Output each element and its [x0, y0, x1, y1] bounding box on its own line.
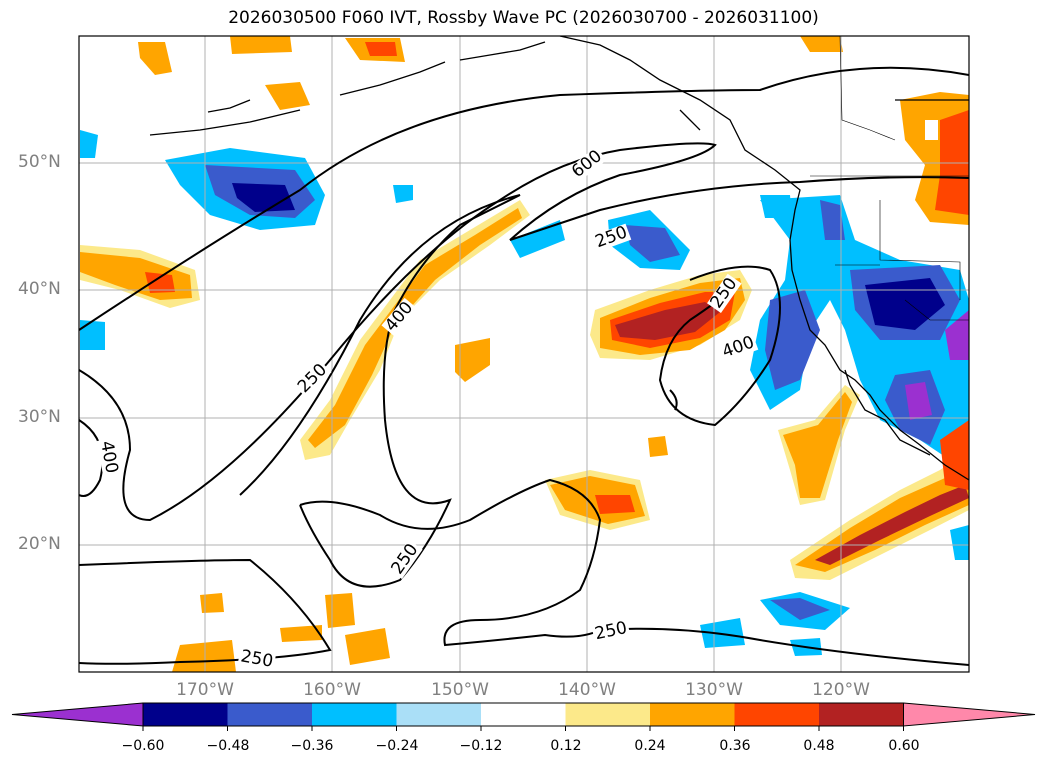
colorbar-segment [481, 703, 566, 726]
negative-anomaly-region [945, 310, 969, 360]
colorbar-segment [227, 703, 313, 726]
positive-anomaly-region [145, 272, 175, 293]
positive-anomaly-region [615, 302, 720, 340]
shaded-field [80, 36, 969, 672]
negative-anomaly-region [232, 183, 295, 212]
positive-anomaly-region [325, 593, 355, 628]
positive-anomaly-region [365, 42, 397, 56]
negative-anomaly-region [770, 598, 830, 620]
positive-anomaly-region [138, 42, 172, 75]
lat-label: 20°N [18, 534, 61, 554]
lon-label: 160°W [303, 680, 361, 700]
negative-anomaly-region [80, 130, 98, 158]
graticule [79, 36, 969, 672]
positive-anomaly-region [230, 36, 292, 54]
positive-anomaly-region [455, 338, 490, 382]
colorbar-segment [650, 703, 735, 726]
positive-anomaly-region [200, 593, 224, 613]
colorbar-extend-high [903, 702, 1036, 727]
colorbar-tick-label: 0.24 [634, 738, 666, 754]
contour-labels: 600 400 250 250 250 400 250 400 250 250 [96, 146, 759, 672]
positive-anomaly-region [925, 120, 938, 140]
colorbar-tick-label: −0.24 [375, 738, 419, 754]
colorbar-tick-label: 0.48 [803, 738, 835, 754]
positive-anomaly-region [308, 208, 522, 448]
contour-label: 250 [593, 618, 629, 644]
colorbar-tick-label: 0.60 [888, 738, 920, 754]
negative-anomaly-region [625, 225, 680, 262]
contour-label: 400 [96, 439, 121, 474]
colorbar-tick-label: −0.12 [459, 738, 503, 754]
colorbar-tick-label: −0.36 [290, 738, 334, 754]
colorbar-frame [142, 702, 904, 727]
contour-label: 600 [568, 146, 606, 182]
contour-label: 400 [720, 332, 757, 362]
positive-anomaly-region [280, 625, 322, 642]
positive-anomaly-region [172, 640, 236, 672]
lat-label: 50°N [18, 152, 61, 172]
colorbar-tick-label: −0.48 [206, 738, 250, 754]
colorbar-tick-label: 0.12 [550, 738, 582, 754]
colorbar-tick-label: 0.36 [719, 738, 751, 754]
colorbar-segment [565, 703, 651, 726]
colorbar-segment [819, 703, 904, 726]
positive-anomaly-region [265, 82, 310, 110]
contour-label: 250 [239, 646, 274, 671]
political-borders [810, 36, 969, 321]
positive-anomaly-region [800, 36, 843, 52]
positive-anomaly-region [345, 628, 390, 665]
lat-label: 30°N [18, 407, 61, 427]
negative-anomaly-region [820, 200, 845, 240]
colorbar-segment [312, 703, 397, 726]
coastlines [149, 36, 969, 481]
lon-label: 120°W [812, 680, 870, 700]
lon-label: 140°W [558, 680, 616, 700]
colorbar-tick-label: −0.60 [121, 738, 165, 754]
colorbar-segment [143, 703, 228, 726]
negative-anomaly-region [510, 220, 565, 258]
lon-label: 130°W [685, 680, 743, 700]
positive-anomaly-region [940, 420, 969, 490]
positive-anomaly-region [595, 495, 635, 514]
negative-anomaly-region [760, 195, 792, 218]
positive-anomaly-region [783, 392, 852, 498]
negative-anomaly-region [950, 525, 969, 560]
colorbar-segment [734, 703, 820, 726]
lon-label: 170°W [176, 680, 234, 700]
colorbar-segment [396, 703, 482, 726]
negative-anomaly-region [700, 618, 745, 648]
colorbar-extend-low [11, 702, 144, 727]
negative-anomaly-region [80, 320, 105, 350]
colorbar [11, 702, 1036, 731]
negative-anomaly-region [865, 278, 945, 330]
positive-anomaly-region [648, 436, 668, 457]
lat-label: 40°N [18, 279, 61, 299]
map-frame [78, 35, 970, 673]
negative-anomaly-region [393, 185, 413, 203]
lon-label: 150°W [431, 680, 489, 700]
map-title: 2026030500 F060 IVT, Rossby Wave PC (202… [228, 8, 819, 28]
negative-anomaly-region [905, 382, 932, 420]
